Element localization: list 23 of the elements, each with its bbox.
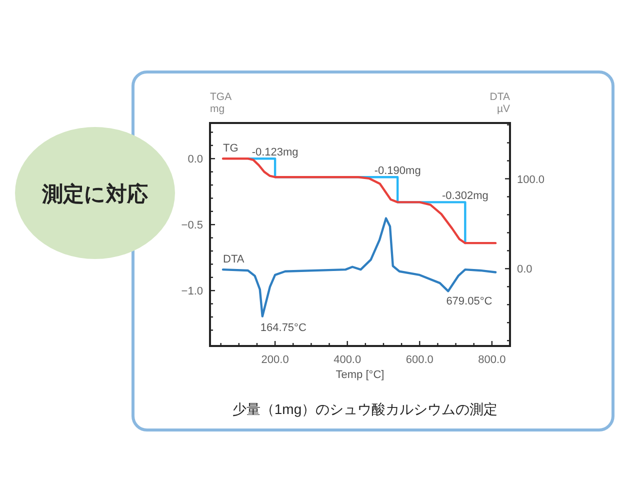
y2-tick-label: 100.0 [517, 174, 545, 186]
annotation: 679.05°C [446, 296, 492, 308]
text: 測定に対応 [41, 182, 148, 206]
x-tick-label: 600.0 [406, 354, 434, 366]
x-tick-label: 200.0 [261, 354, 289, 366]
y2-axis-title: DTA µV [490, 91, 510, 115]
y-tick-label: 0.0 [188, 154, 203, 166]
series-label: TG [223, 142, 238, 155]
annotation: -0.190mg [374, 165, 421, 178]
annotation: -0.123mg [252, 146, 298, 159]
y-tick-label: −1.0 [181, 286, 203, 298]
y2-tick-label: 0.0 [517, 264, 532, 276]
y-tick-label: −0.5 [181, 220, 203, 232]
y-axis-title: TGA mg [210, 91, 232, 115]
series-label: DTA [223, 254, 245, 266]
annotation: -0.302mg [442, 190, 488, 202]
line-series [222, 217, 497, 318]
x-axis-title: Temp [°C] [336, 369, 384, 381]
x-tick-label: 400.0 [334, 354, 362, 366]
line-series [222, 158, 497, 244]
annotation: 164.75°C [260, 322, 306, 334]
x-tick-label: 800.0 [478, 354, 506, 366]
text: 少量（1mg）のシュウ酸カルシウムの測定 [232, 401, 498, 417]
